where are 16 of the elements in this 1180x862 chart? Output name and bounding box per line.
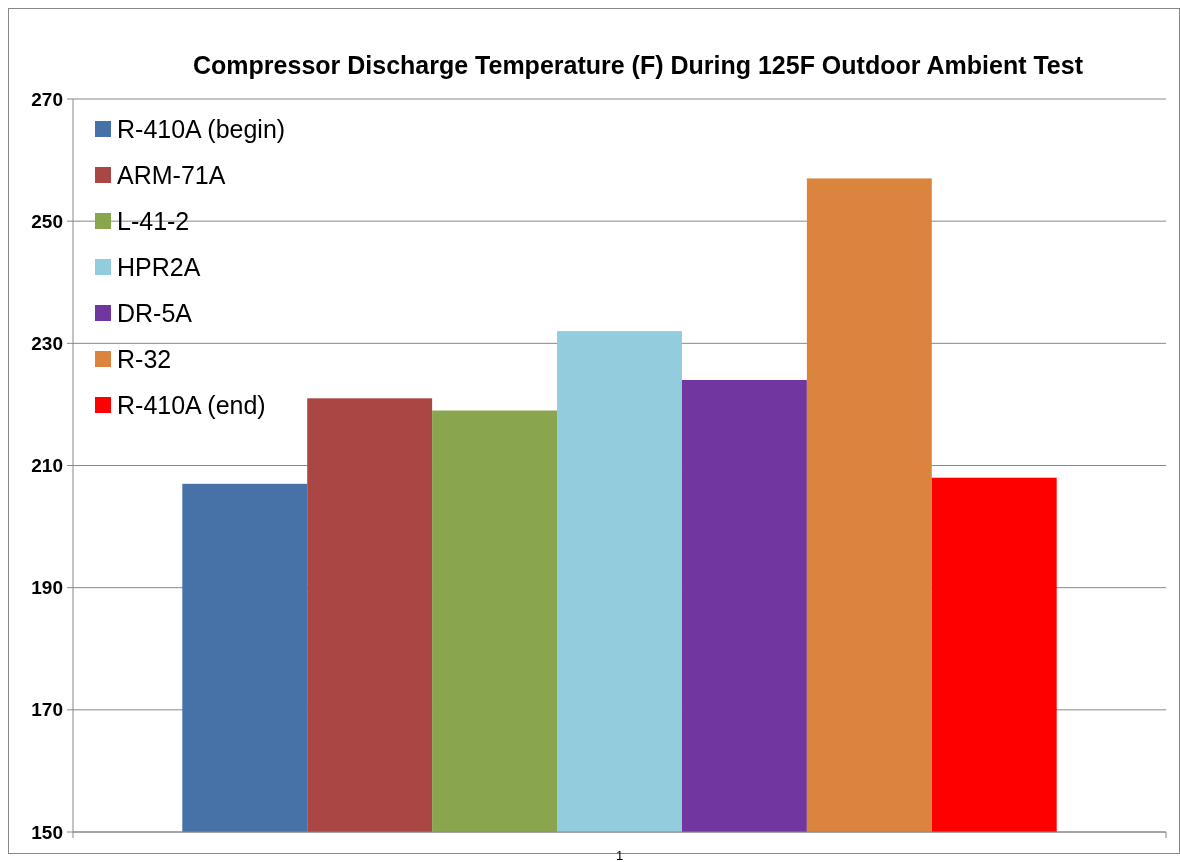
y-tick-label: 190 bbox=[31, 577, 63, 599]
legend-label: ARM-71A bbox=[117, 160, 226, 189]
y-tick-label: 230 bbox=[31, 332, 63, 354]
x-tick-label: 1 bbox=[615, 848, 624, 862]
legend-label: HPR2A bbox=[117, 252, 201, 281]
legend-label: R-410A (begin) bbox=[117, 114, 286, 143]
legend-label: L-41-2 bbox=[117, 206, 190, 235]
chart-title: Compressor Discharge Temperature (F) During 125F Outdoor Ambient Test bbox=[193, 51, 1084, 79]
y-tick-label: 210 bbox=[31, 455, 63, 477]
y-tick-label: 170 bbox=[31, 699, 63, 721]
y-tick-label: 150 bbox=[31, 821, 63, 843]
y-tick-label: 270 bbox=[31, 88, 63, 110]
legend-label: R-32 bbox=[117, 344, 172, 373]
legend-label: R-410A (end) bbox=[117, 390, 266, 419]
legend-label: DR-5A bbox=[117, 298, 193, 327]
y-tick-label: 250 bbox=[31, 210, 63, 232]
